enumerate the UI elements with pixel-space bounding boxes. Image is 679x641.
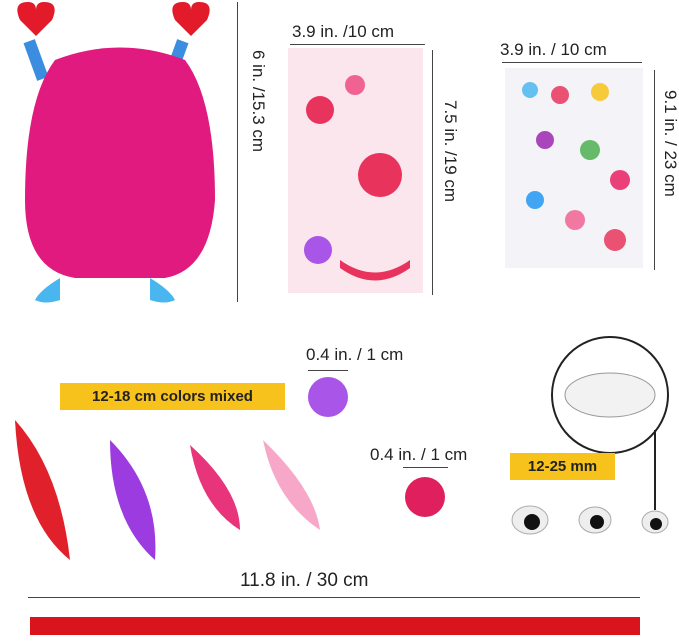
googly-eyes xyxy=(511,336,669,535)
ribbon xyxy=(30,617,640,635)
sticker1-width-label: 3.9 in. /10 cm xyxy=(292,22,395,41)
pompom xyxy=(405,477,445,517)
feathers xyxy=(15,420,320,560)
ribbon-length-label: 11.8 in. / 30 cm xyxy=(240,570,369,591)
sticker2-width-label: 3.9 in. / 10 cm xyxy=(500,40,607,59)
dot-size-label: 0.4 in. / 1 cm xyxy=(306,345,404,364)
pompom-size-label: 0.4 in. / 1 cm xyxy=(370,445,468,464)
monster-height-label: 6 in. /15.3 cm xyxy=(249,50,268,153)
feathers-tag: 12-18 cm colors mixed xyxy=(60,383,285,410)
sticker2-height-label: 9.1 in. / 23 cm xyxy=(661,90,679,197)
eyes-tag: 12-25 mm xyxy=(510,453,615,480)
sticker1-height-label: 7.5 in. /19 cm xyxy=(441,100,460,203)
foam-monster xyxy=(17,2,215,303)
foam-dot xyxy=(308,377,348,417)
